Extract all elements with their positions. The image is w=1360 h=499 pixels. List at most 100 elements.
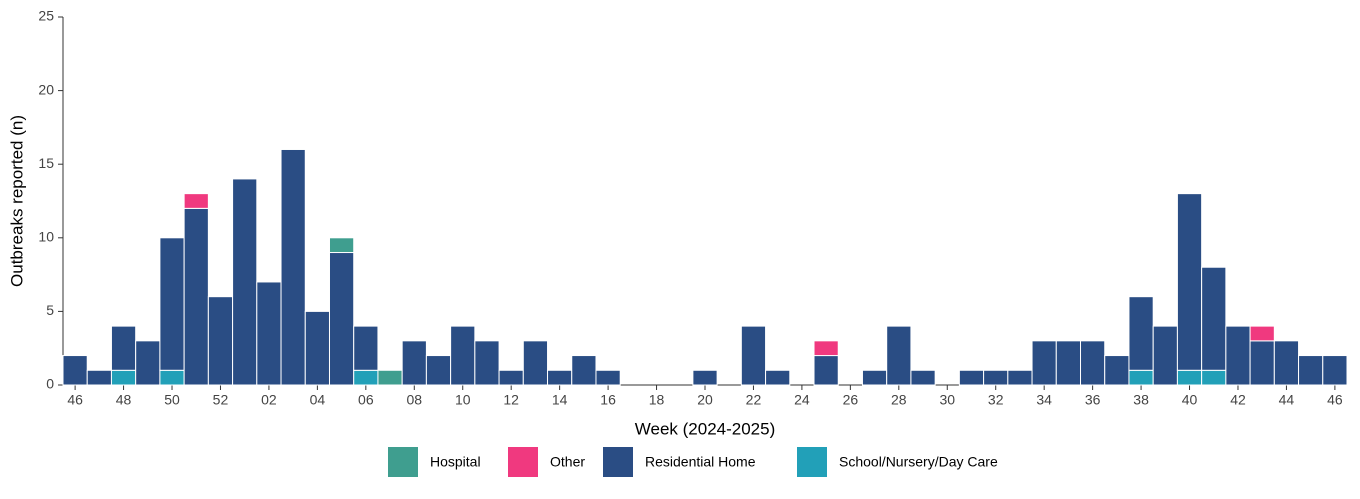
bar-segment <box>1322 355 1348 386</box>
bar-segment <box>1273 340 1300 386</box>
legend-label: School/Nursery/Day Care <box>839 454 998 470</box>
bar-segment <box>159 369 185 386</box>
bar-segment <box>159 237 185 371</box>
bar-segment <box>62 355 88 386</box>
x-tick-label: 04 <box>310 392 326 408</box>
bar-segment <box>450 325 476 386</box>
bar-segment <box>861 369 888 386</box>
bar-segment <box>328 252 355 386</box>
x-axis-title: Week (2024-2025) <box>635 419 776 438</box>
bar-segment <box>256 281 282 386</box>
y-tick-label: 15 <box>38 155 54 171</box>
bar-segment <box>1055 340 1082 386</box>
bar-segment <box>401 340 427 386</box>
bar-segment <box>1031 340 1057 386</box>
bar-segment <box>1249 325 1275 342</box>
bar-segment <box>1249 340 1275 386</box>
x-tick-label: 46 <box>1327 392 1343 408</box>
bar-segment <box>207 296 234 386</box>
legend-swatch <box>508 447 538 477</box>
x-tick-label: 40 <box>1182 392 1198 408</box>
x-tick-label: 16 <box>600 392 616 408</box>
x-tick-label: 24 <box>794 392 810 408</box>
bar-segment <box>1128 296 1154 371</box>
x-tick-label: 02 <box>261 392 277 408</box>
x-tick-label: 26 <box>843 392 859 408</box>
x-tick-label: 44 <box>1279 392 1295 408</box>
bar-segment <box>183 207 209 386</box>
bar-segment <box>813 355 839 386</box>
bar-segment <box>86 369 112 386</box>
bar-segment <box>353 369 379 386</box>
x-tick-label: 10 <box>455 392 471 408</box>
x-tick-label: 38 <box>1133 392 1149 408</box>
bar-segment <box>983 369 1009 386</box>
bar-segment <box>910 369 936 386</box>
x-tick-label: 12 <box>503 392 519 408</box>
x-tick-label: 52 <box>213 392 229 408</box>
y-tick-label: 0 <box>46 376 54 392</box>
x-tick-label: 46 <box>67 392 83 408</box>
bar-segment <box>1201 266 1227 371</box>
bar-segment <box>547 369 573 386</box>
bar-segment <box>474 340 500 386</box>
x-tick-label: 42 <box>1230 392 1246 408</box>
bar-segment <box>232 178 258 386</box>
bar-segment <box>353 325 379 371</box>
bar-segment <box>1176 193 1203 371</box>
y-tick-label: 5 <box>46 302 54 318</box>
x-tick-label: 32 <box>988 392 1004 408</box>
legend-swatch <box>603 447 633 477</box>
bar-segment <box>740 325 767 386</box>
x-tick-label: 18 <box>649 392 665 408</box>
x-tick-label: 50 <box>164 392 180 408</box>
bar-segment <box>595 369 621 386</box>
x-tick-label: 08 <box>406 392 422 408</box>
bar-segment <box>1104 355 1130 386</box>
bar-segment <box>1176 369 1203 386</box>
y-axis-title: Outbreaks reported (n) <box>7 115 26 287</box>
bar-segment <box>498 369 524 386</box>
bar-segment <box>813 340 839 357</box>
x-tick-label: 22 <box>746 392 762 408</box>
x-tick-label: 34 <box>1036 392 1052 408</box>
bar-segment <box>1225 325 1251 386</box>
bar-segment <box>886 325 912 386</box>
bar-segment <box>765 369 791 386</box>
legend-label: Other <box>550 454 585 470</box>
bar-segment <box>110 325 137 371</box>
bar-segment <box>304 310 330 386</box>
legend-label: Hospital <box>430 454 481 470</box>
bar-segment <box>1007 369 1033 386</box>
bar-segment <box>692 369 718 386</box>
bar-segment <box>1128 369 1154 386</box>
bar-segment <box>1298 355 1324 386</box>
x-tick-label: 48 <box>116 392 132 408</box>
bar-segment <box>183 193 209 209</box>
bar-segment <box>1080 340 1106 386</box>
y-tick-label: 20 <box>38 81 54 97</box>
bar-segment <box>135 340 161 386</box>
x-tick-label: 06 <box>358 392 374 408</box>
bar-segment <box>958 369 985 386</box>
x-tick-label: 28 <box>891 392 907 408</box>
y-tick-label: 10 <box>38 229 54 245</box>
bar-segment <box>1152 325 1178 386</box>
x-tick-label: 14 <box>552 392 568 408</box>
bar-segment <box>110 369 137 386</box>
x-tick-label: 30 <box>939 392 955 408</box>
bar-segment <box>377 369 403 386</box>
legend-swatch <box>797 447 827 477</box>
x-tick-label: 36 <box>1085 392 1101 408</box>
bar-segment <box>1201 369 1227 386</box>
legend-swatch <box>388 447 418 477</box>
bar-segment <box>522 340 549 386</box>
bar-segment <box>425 355 452 386</box>
bar-segment <box>328 237 355 254</box>
x-tick-label: 20 <box>697 392 713 408</box>
y-tick-label: 25 <box>38 8 54 24</box>
bar-segment <box>571 355 597 386</box>
legend-label: Residential Home <box>645 454 756 470</box>
bar-segment <box>280 148 306 386</box>
